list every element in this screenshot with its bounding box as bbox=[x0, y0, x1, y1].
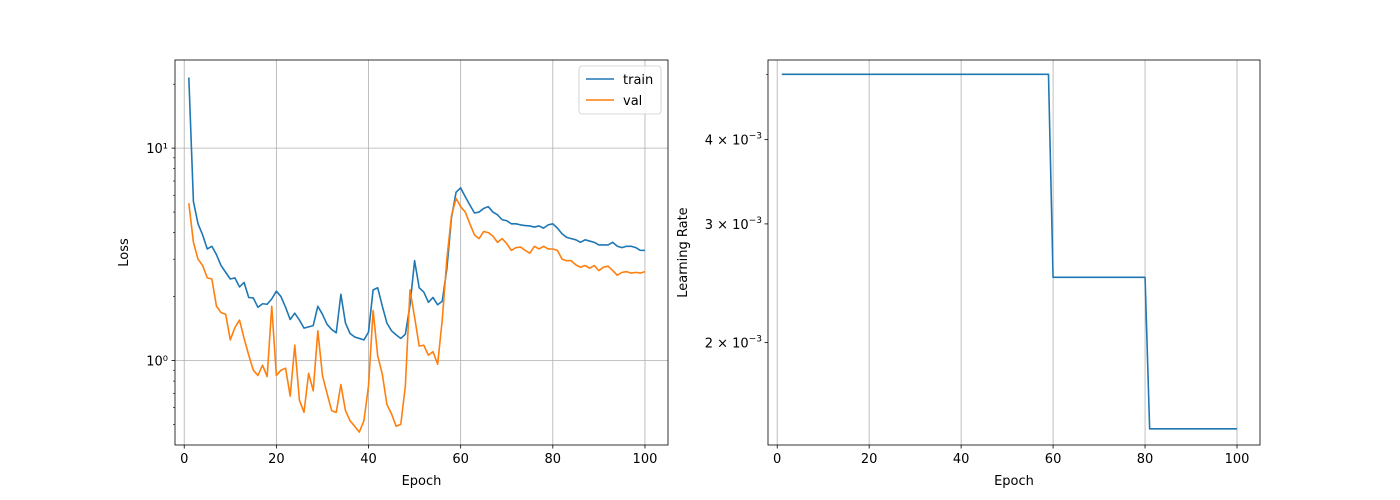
legend-label-val: val bbox=[623, 94, 642, 109]
plot-frame bbox=[174, 59, 669, 446]
loss-x-axis-label: Epoch bbox=[402, 474, 442, 489]
loss-x-tick-label: 100 bbox=[633, 452, 658, 467]
lr-x-tick-label: 20 bbox=[861, 452, 878, 467]
lr-y-tick-label: 2 × 10−3 bbox=[705, 335, 762, 352]
loss-x-tick-label: 40 bbox=[360, 452, 377, 467]
lr-y-tick-label: 3 × 10−3 bbox=[705, 216, 762, 233]
legend-label-train: train bbox=[623, 73, 653, 88]
legend: train val bbox=[578, 65, 662, 115]
series-line-train bbox=[188, 77, 645, 341]
lr-x-tick-label: 0 bbox=[773, 452, 781, 467]
lr-y-tick-label: 4 × 10−3 bbox=[705, 132, 762, 149]
lr-x-tick-label: 40 bbox=[953, 452, 970, 467]
learning-rate-chart: 0 20 40 60 80 100 Epoch 2 × 10−3 3 × 10−3 4 × 10−… bbox=[676, 59, 1261, 489]
loss-x-tick-label: 60 bbox=[452, 452, 469, 467]
loss-y-axis-label: Loss bbox=[117, 238, 132, 267]
lr-x-tick-label: 60 bbox=[1045, 452, 1062, 467]
plot-frame bbox=[767, 59, 1261, 446]
loss-y-tick-label: 10¹ bbox=[146, 142, 168, 157]
lr-y-axis-label: Learning Rate bbox=[676, 207, 691, 297]
lr-x-axis-label: Epoch bbox=[994, 474, 1034, 489]
loss-chart: 0 20 40 60 80 100 Epoch 10⁰ 10¹ Loss train val bbox=[117, 59, 669, 489]
loss-x-tick-label: 0 bbox=[180, 452, 188, 467]
series-line-learning-rate bbox=[781, 73, 1238, 430]
loss-y-tick-label: 10⁰ bbox=[146, 354, 168, 369]
series-line-val bbox=[188, 197, 646, 433]
legend-box bbox=[578, 65, 662, 115]
loss-x-tick-label: 20 bbox=[268, 452, 285, 467]
lr-x-tick-label: 80 bbox=[1137, 452, 1154, 467]
loss-x-tick-label: 80 bbox=[545, 452, 562, 467]
lr-x-tick-label: 100 bbox=[1225, 452, 1250, 467]
